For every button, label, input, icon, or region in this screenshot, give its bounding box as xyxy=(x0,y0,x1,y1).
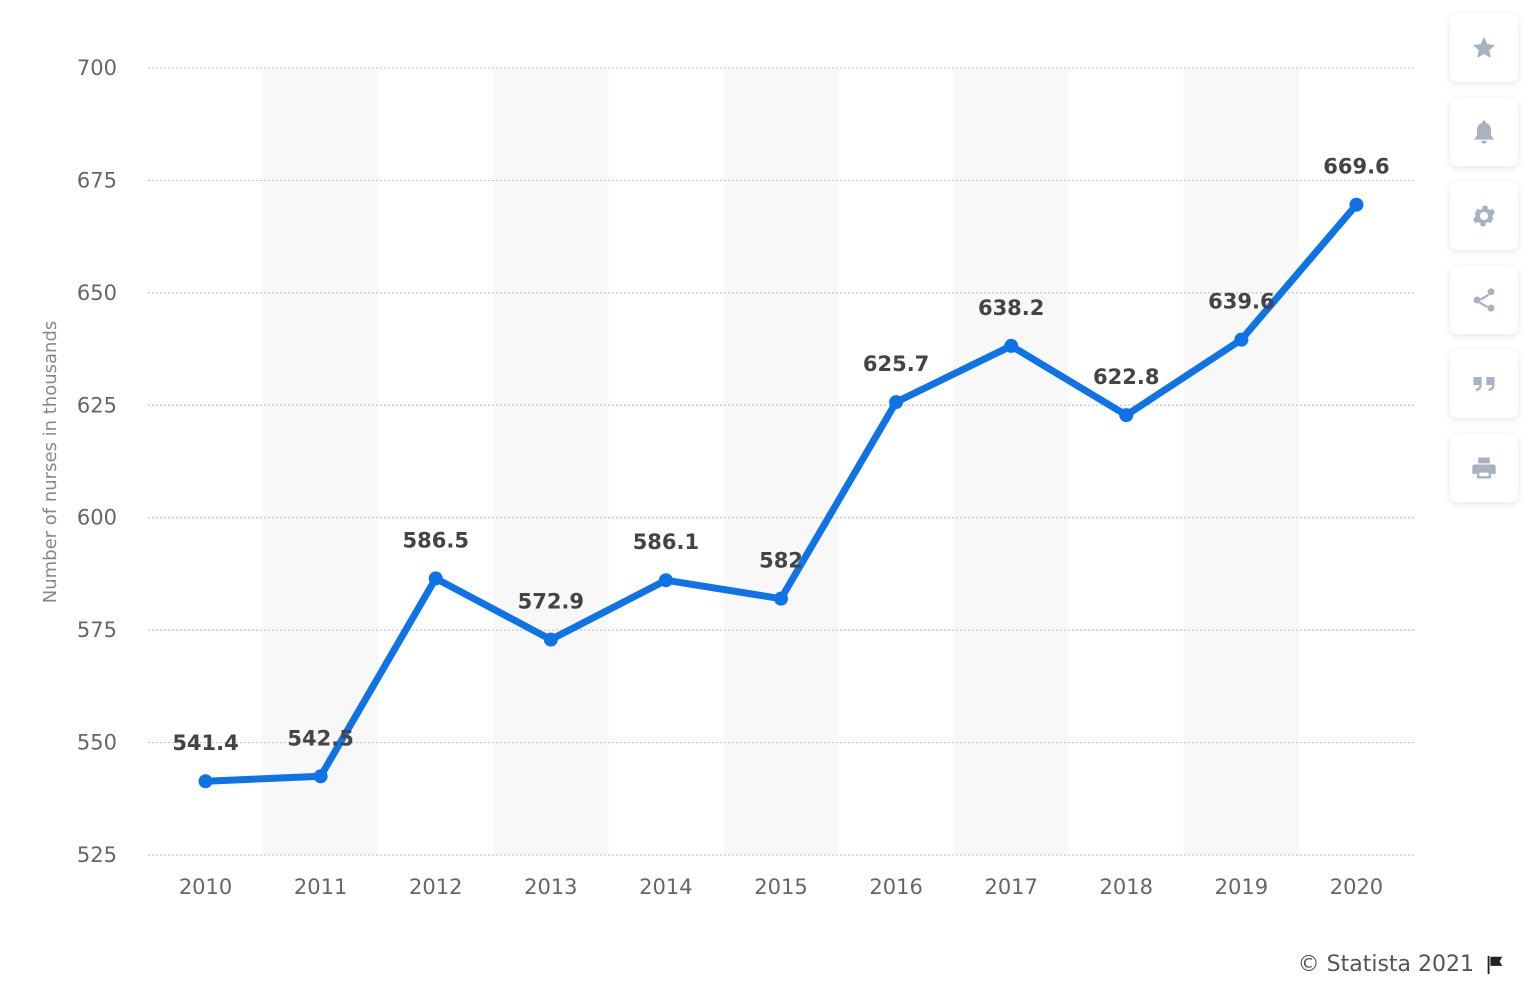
data-label: 586.1 xyxy=(633,530,699,554)
favorite-button[interactable] xyxy=(1450,14,1518,82)
y-tick-label: 650 xyxy=(77,281,117,305)
x-tick-label: 2019 xyxy=(1215,875,1268,899)
x-tick-label: 2010 xyxy=(179,875,232,899)
data-point[interactable] xyxy=(658,573,673,588)
background-band xyxy=(723,68,839,855)
print-button[interactable] xyxy=(1450,434,1518,502)
data-point[interactable] xyxy=(1234,332,1249,347)
gear-icon xyxy=(1472,205,1496,227)
y-tick-label: 700 xyxy=(77,56,117,80)
star-icon xyxy=(1472,36,1496,58)
data-label: 572.9 xyxy=(518,590,584,614)
data-point[interactable] xyxy=(1349,197,1364,212)
background-band xyxy=(263,68,379,855)
cite-button[interactable] xyxy=(1450,350,1518,418)
data-point[interactable] xyxy=(543,632,558,647)
settings-button[interactable] xyxy=(1450,182,1518,250)
data-label: 639.6 xyxy=(1208,290,1274,314)
footer: © Statista 2021 xyxy=(1298,952,1506,977)
x-tick-label: 2011 xyxy=(294,875,347,899)
data-point[interactable] xyxy=(428,571,443,586)
data-points xyxy=(198,197,1364,789)
printer-icon xyxy=(1472,457,1496,479)
y-tick-label: 600 xyxy=(77,506,117,530)
x-tick-label: 2014 xyxy=(639,875,692,899)
data-label: 625.7 xyxy=(863,352,929,376)
background-band xyxy=(1183,68,1299,855)
data-label: 586.5 xyxy=(403,528,469,552)
data-label: 541.4 xyxy=(172,731,238,755)
background-band xyxy=(493,68,609,855)
x-tick-label: 2015 xyxy=(754,875,807,899)
x-tick-label: 2013 xyxy=(524,875,577,899)
data-point[interactable] xyxy=(313,769,328,784)
share-button[interactable] xyxy=(1450,266,1518,334)
y-tick-label: 525 xyxy=(77,843,117,867)
x-tick-label: 2016 xyxy=(869,875,922,899)
data-point[interactable] xyxy=(1119,408,1134,423)
y-tick-label: 550 xyxy=(77,731,117,755)
data-point[interactable] xyxy=(198,774,213,789)
x-tick-label: 2018 xyxy=(1100,875,1153,899)
copyright-text: © Statista 2021 xyxy=(1297,952,1474,977)
data-point[interactable] xyxy=(774,591,788,606)
y-axis-label: Number of nurses in thousands xyxy=(40,321,61,604)
y-tick-label: 575 xyxy=(77,618,117,642)
grid-lines xyxy=(148,67,1414,856)
bell-icon xyxy=(1474,120,1494,144)
data-label: 542.5 xyxy=(287,726,353,750)
data-label: 622.8 xyxy=(1093,365,1159,389)
share-icon xyxy=(1473,288,1495,312)
data-point[interactable] xyxy=(1004,338,1019,353)
quote-icon xyxy=(1473,377,1495,391)
y-tick-label: 625 xyxy=(77,393,117,417)
background-bands xyxy=(263,68,1299,855)
notification-button[interactable] xyxy=(1450,98,1518,166)
x-tick-label: 2020 xyxy=(1330,875,1383,899)
y-tick-label: 675 xyxy=(77,168,117,192)
x-axis-ticks: 2010 2011 2012 2013 2014 2015 2016 2017 2018 2019… xyxy=(179,875,1383,899)
data-point[interactable] xyxy=(889,395,904,410)
data-label: 669.6 xyxy=(1323,155,1389,179)
data-labels: 541.4 542.5 586.5 572.9 586.1 582 625.7 638.2 62… xyxy=(172,155,1389,756)
background-band xyxy=(953,68,1069,855)
data-label: 582 xyxy=(759,549,803,573)
x-tick-label: 2012 xyxy=(409,875,462,899)
y-axis-ticks: 700 675 650 625 600 575 550 525 xyxy=(77,56,117,867)
flag-icon[interactable] xyxy=(1484,954,1506,976)
data-label: 638.2 xyxy=(978,296,1044,320)
side-toolbar xyxy=(1450,14,1518,518)
x-tick-label: 2017 xyxy=(984,875,1037,899)
